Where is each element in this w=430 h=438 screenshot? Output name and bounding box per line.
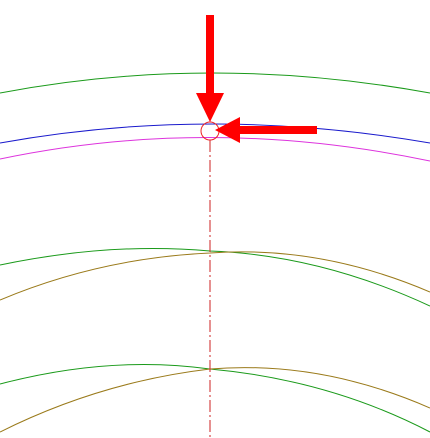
left-arrow-icon xyxy=(215,117,317,143)
blue-arc xyxy=(0,123,430,144)
magenta-arc xyxy=(0,137,430,162)
down-arrow-icon xyxy=(196,15,224,122)
mid-olive-arc xyxy=(0,251,430,301)
